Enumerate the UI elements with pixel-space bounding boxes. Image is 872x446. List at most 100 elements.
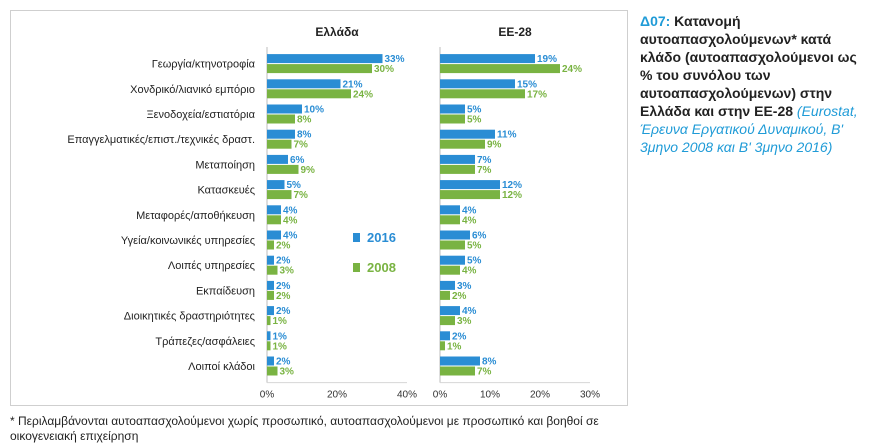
- bar-2016: [267, 154, 288, 164]
- bar-2008: [440, 265, 460, 275]
- bar-2016: [440, 230, 470, 240]
- bar-2008: [267, 164, 299, 174]
- bar-2008: [267, 215, 281, 225]
- data-label-2016: 5%: [467, 256, 482, 267]
- footnote: * Περιλαμβάνονται αυτοαπασχολούμενοι χωρ…: [10, 414, 599, 443]
- data-label-2008: 9%: [301, 165, 316, 176]
- bar-2008: [440, 114, 465, 124]
- category-label: Γεωργία/κτηνοτροφία: [152, 59, 256, 71]
- chart-frame: Γεωργία/κτηνοτροφία Χονδρικό/λιανικό εμπό…: [10, 10, 628, 406]
- data-label-2008: 5%: [467, 241, 482, 252]
- category-label: Χονδρικό/λιανικό εμπόριο: [130, 84, 255, 96]
- bar-2016: [440, 331, 450, 341]
- data-label-2008: 7%: [477, 165, 492, 176]
- bar-2008: [440, 290, 450, 300]
- bar-2008: [440, 316, 455, 326]
- data-label-2016: 11%: [497, 130, 517, 141]
- bar-2008: [440, 240, 465, 250]
- chart-caption: Δ07: Κατανομή αυτοαπασχολούμενων* κατά κ…: [640, 12, 868, 156]
- data-label-2008: 7%: [477, 367, 492, 378]
- data-label-2016: 2%: [276, 256, 291, 267]
- bar-2008: [440, 139, 485, 149]
- data-label-2008: 5%: [467, 115, 482, 126]
- x-tick-label: 10%: [480, 390, 500, 401]
- data-label-2008: 17%: [527, 89, 547, 100]
- category-label: Κατασκευές: [197, 185, 255, 197]
- bar-2008: [440, 366, 475, 376]
- category-label: Διοικητικές δραστηριότητες: [124, 311, 255, 323]
- data-label-2008: 12%: [502, 190, 522, 201]
- caption-code: Δ07:: [640, 13, 671, 29]
- bar-2016: [440, 104, 465, 114]
- data-label-2016: 8%: [297, 130, 312, 141]
- bar-2016: [267, 255, 274, 265]
- bar-2016: [267, 129, 295, 139]
- x-tick-label: 0%: [260, 390, 275, 401]
- bar-2016: [267, 104, 302, 114]
- data-label-2008: 2%: [276, 291, 291, 302]
- bar-2008: [267, 316, 271, 326]
- category-label: Λοιποί κλάδοι: [188, 361, 255, 373]
- data-label-2016: 33%: [385, 54, 405, 65]
- x-tick-label: 30%: [580, 390, 600, 401]
- bar-2016: [440, 306, 460, 316]
- bar-2008: [267, 240, 274, 250]
- category-label: Μεταποίηση: [195, 159, 255, 171]
- data-label-2008: 24%: [562, 64, 582, 75]
- bar-2016: [267, 54, 383, 64]
- bar-2016: [440, 54, 535, 64]
- data-label-2008: 8%: [297, 115, 312, 126]
- category-label: Τράπεζες/ασφάλειες: [155, 336, 255, 348]
- data-label-2008: 1%: [273, 341, 288, 352]
- data-label-2008: 2%: [276, 241, 291, 252]
- data-label-2016: 6%: [472, 231, 487, 242]
- bar-2008: [267, 341, 271, 351]
- category-label: Μεταφορές/αποθήκευση: [136, 210, 255, 222]
- bar-2016: [440, 129, 495, 139]
- panel-title: Ελλάδα: [315, 25, 359, 39]
- data-label-2016: 5%: [287, 180, 302, 191]
- bar-2016: [267, 230, 281, 240]
- data-label-2016: 1%: [273, 331, 288, 342]
- data-label-2016: 4%: [462, 306, 477, 317]
- data-label-2016: 8%: [482, 357, 497, 368]
- data-label-2008: 3%: [280, 266, 295, 277]
- data-label-2008: 4%: [462, 266, 477, 277]
- bar-2016: [267, 205, 281, 215]
- data-label-2016: 5%: [467, 105, 482, 116]
- bar-2016: [267, 331, 271, 341]
- data-label-2016: 6%: [290, 155, 305, 166]
- bar-2016: [267, 356, 274, 366]
- panel-title: ΕΕ-28: [498, 25, 532, 39]
- category-label: Ξενοδοχεία/εστιατόρια: [146, 109, 255, 121]
- x-tick-label: 20%: [530, 390, 550, 401]
- data-label-2016: 4%: [283, 205, 298, 216]
- data-label-2016: 3%: [457, 281, 472, 292]
- bar-2016: [267, 280, 274, 290]
- legend-label-2016: 2016: [367, 230, 396, 245]
- data-label-2016: 2%: [276, 357, 291, 368]
- bar-2016: [440, 280, 455, 290]
- data-label-2008: 7%: [294, 140, 309, 151]
- data-label-2008: 1%: [447, 341, 462, 352]
- caption-title: Κατανομή αυτοαπασχολούμενων* κατά κλάδο …: [640, 13, 857, 119]
- bar-2016: [440, 255, 465, 265]
- data-label-2016: 21%: [343, 79, 363, 90]
- bar-2016: [440, 205, 460, 215]
- bar-2016: [440, 180, 500, 190]
- x-tick-label: 0%: [433, 390, 448, 401]
- legend-swatch-2008: [353, 263, 360, 272]
- bar-2008: [440, 215, 460, 225]
- bar-2016: [267, 180, 285, 190]
- data-label-2016: 15%: [517, 79, 537, 90]
- x-tick-label: 20%: [327, 390, 347, 401]
- data-label-2008: 3%: [280, 367, 295, 378]
- data-label-2016: 4%: [283, 231, 298, 242]
- bar-2008: [267, 265, 278, 275]
- data-label-2016: 19%: [537, 54, 557, 65]
- chart-svg: Γεωργία/κτηνοτροφία Χονδρικό/λιανικό εμπό…: [67, 25, 600, 401]
- data-label-2016: 7%: [477, 155, 492, 166]
- data-label-2008: 30%: [374, 64, 394, 75]
- legend-swatch-2016: [353, 233, 360, 242]
- data-label-2016: 10%: [304, 105, 324, 116]
